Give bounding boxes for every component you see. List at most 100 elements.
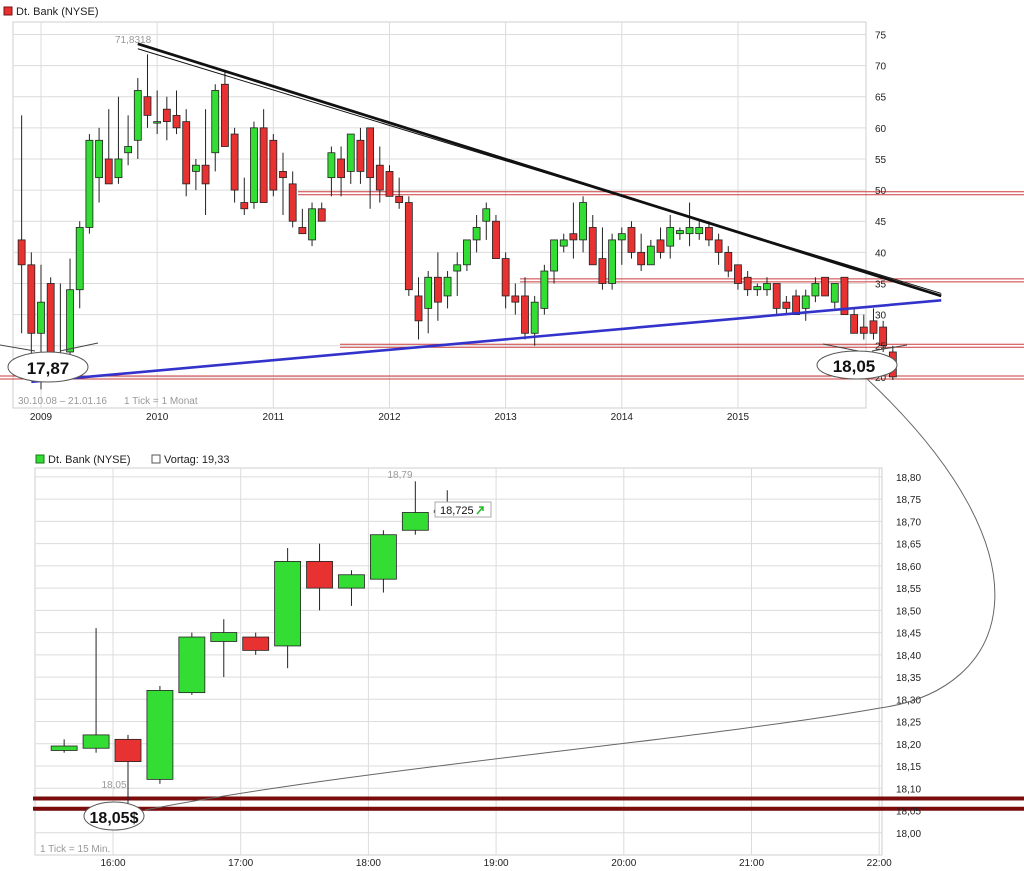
bottom-candle-body: [242, 636, 270, 651]
top-candle-body: [743, 276, 752, 291]
top-candle-body: [133, 90, 142, 141]
top-trendline: [31, 298, 942, 384]
top-candle-body: [279, 171, 287, 179]
bottom-high-annotation: 18,79: [387, 470, 412, 481]
top-candle-body: [753, 286, 762, 291]
bottom-y-tick-label: 18,35: [896, 673, 921, 684]
top-candle-body: [501, 258, 510, 297]
top-candle-body: [37, 301, 45, 334]
top-candle-body: [317, 208, 326, 222]
top-grid: [13, 22, 866, 408]
top-candle-body: [530, 301, 539, 334]
bottom-candle-body: [369, 534, 397, 580]
top-plot-frame: [12, 21, 867, 409]
bottom-x-axis: 16:00 17:00 18:00 19:00 20:00 21:00 22:00: [100, 858, 892, 869]
top-y-tick-label: 50: [875, 186, 887, 197]
top-candle-body: [569, 233, 578, 241]
bottom-y-tick-label: 18,40: [896, 651, 921, 662]
top-candle-body: [337, 158, 345, 179]
bottom-y-tick-label: 18,50: [896, 606, 921, 617]
top-candle-body: [772, 283, 781, 309]
top-candle-body: [588, 227, 597, 266]
top-y-tick-label: 60: [875, 124, 887, 135]
bottom-panel: 18,00 18,05 18,10 18,15 18,20 18,25 18,30 18,35…: [33, 454, 1024, 869]
top-panel: 20 25 30 35 40 45 50 55 60 65 70 75 2009 2010 2011 201…: [0, 6, 1024, 423]
bottom-y-tick-label: 18,45: [896, 629, 921, 640]
bottom-x-tick-label: 20:00: [611, 858, 636, 866]
top-candle-body: [550, 239, 558, 272]
bottom-candle-body: [210, 632, 238, 642]
top-candle-body: [27, 264, 36, 334]
top-candle-body: [104, 158, 113, 185]
top-y-tick-label: 20: [875, 373, 887, 384]
top-candle-body: [782, 301, 791, 309]
top-candle-body: [685, 227, 694, 235]
top-candle-body: [559, 239, 568, 247]
bottom-y-tick-label: 18,30: [896, 695, 921, 706]
top-candle-body: [511, 295, 520, 303]
top-legend-label: Dt. Bank (NYSE): [16, 6, 99, 18]
top-candle-body: [288, 183, 297, 222]
top-candle-body: [666, 227, 675, 247]
top-candle-body: [424, 276, 433, 309]
top-candle-body: [385, 171, 394, 197]
bottom-y-tick-label: 18,75: [896, 495, 921, 506]
top-candle-body: [724, 251, 733, 272]
top-candle-body: [162, 108, 171, 123]
top-candle-body: [675, 230, 684, 235]
top-x-tick-label: 2011: [263, 412, 285, 423]
top-y-tick-label: 70: [875, 62, 887, 73]
top-candles: [17, 54, 897, 390]
top-candle-body: [714, 239, 723, 253]
top-candle-body: [75, 227, 84, 291]
low-connector-curve: [144, 377, 996, 811]
bottom-candle-body: [146, 690, 174, 780]
top-candle-body: [598, 258, 607, 284]
bottom-x-tick-label: 21:00: [739, 858, 764, 866]
top-y-tick-label: 45: [875, 217, 887, 228]
bottom-horizontal-levels: [33, 796, 1024, 811]
top-range-note: 30.10.08 – 21.01.16: [18, 396, 107, 407]
top-candle-body: [240, 202, 249, 210]
top-candle-body: [95, 139, 103, 179]
bottom-candle-body: [306, 561, 333, 589]
top-candle-body: [763, 283, 771, 291]
bottom-plot-frame: [34, 467, 883, 856]
top-candle-body: [433, 276, 442, 303]
top-candle-body: [250, 127, 258, 203]
top-candle-body: [879, 326, 888, 347]
top-y-tick-label: 30: [875, 311, 887, 322]
bottom-y-tick-label: 18,55: [896, 584, 921, 595]
top-candle-body: [153, 121, 162, 124]
bottom-low-callout-ring: [83, 801, 145, 831]
up-arrow-icon: [476, 506, 484, 515]
top-candle-body: [269, 139, 278, 191]
top-candle-body: [830, 283, 839, 303]
top-y-tick-label: 65: [875, 93, 887, 104]
bottom-y-axis: 18,00 18,05 18,10 18,15 18,20 18,25 18,30 18,35…: [896, 473, 921, 840]
right-low-marker: [822, 343, 908, 352]
top-candle-body: [627, 227, 636, 253]
top-candle-body: [617, 233, 626, 241]
top-candle-body: [201, 164, 210, 185]
top-candle-body: [221, 83, 229, 147]
top-candle-body: [182, 121, 191, 185]
left-low-marker: [0, 342, 99, 352]
bottom-candle-body: [274, 561, 302, 647]
top-high-annotation: 71,8318: [115, 35, 152, 46]
top-x-tick-label: 2014: [611, 412, 634, 423]
top-x-tick-label: 2015: [727, 412, 750, 423]
top-candle-body: [259, 127, 268, 203]
bottom-x-tick-label: 16:00: [100, 858, 125, 866]
bottom-x-tick-label: 17:00: [228, 858, 253, 866]
bottom-y-tick-label: 18,60: [896, 562, 921, 573]
bottom-y-tick-label: 18,80: [896, 473, 921, 484]
top-candle-body: [327, 152, 336, 179]
top-trendline: [137, 48, 942, 294]
top-candle-body: [492, 220, 500, 259]
top-candle-body: [695, 227, 704, 235]
bottom-candle-body: [401, 512, 429, 531]
top-trendline: [137, 42, 942, 298]
top-x-tick-label: 2009: [30, 412, 53, 423]
bottom-candle-body: [114, 738, 142, 762]
